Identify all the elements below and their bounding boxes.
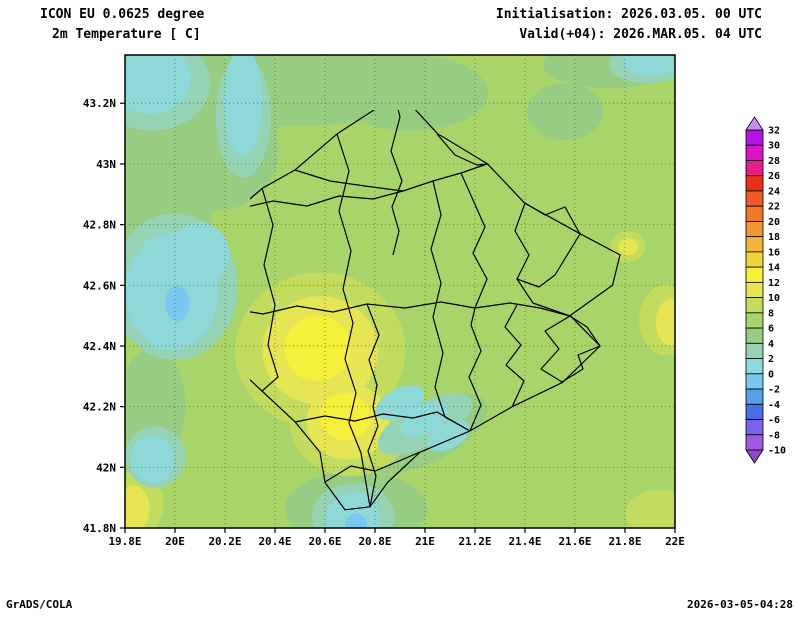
x-axis-label: 21.4E: [508, 535, 541, 548]
colorbar-label: 16: [768, 247, 780, 258]
x-axis-label: 22E: [665, 535, 685, 548]
x-axis-label: 20E: [165, 535, 185, 548]
x-axis-label: 20.4E: [258, 535, 291, 548]
x-axis-label: 21.2E: [458, 535, 491, 548]
y-axis-label: 43.2N: [83, 97, 116, 110]
axes: 19.8E 20E 20.2E 20.4E 20.6E 20.8E 21E 21.2E 21.4…: [83, 97, 685, 548]
municipality-borders: [250, 110, 621, 511]
colorbar-label: -4: [768, 400, 780, 411]
colorbar-label: 12: [768, 278, 780, 289]
model-title: ICON EU 0.0625 degree: [40, 7, 205, 22]
temperature-field: [125, 55, 675, 528]
colorbar-label: 6: [768, 324, 774, 335]
colorbar-label: 28: [768, 156, 780, 167]
colorbar-label: 26: [768, 171, 780, 182]
x-axis-label: 19.8E: [108, 535, 141, 548]
colorbar-label: 0: [768, 369, 774, 380]
colorbar-label: 2: [768, 354, 774, 365]
y-axis-label: 42.6N: [83, 279, 116, 292]
grads-credit: GrADS/COLA: [6, 598, 73, 611]
colorbar-label: 22: [768, 202, 780, 213]
colorbar-label: 32: [768, 126, 780, 137]
colorbar-label: 4: [768, 339, 774, 350]
x-axis-label: 21.6E: [558, 535, 591, 548]
colorbar-label: 20: [768, 217, 780, 228]
y-axis-label: 42.4N: [83, 340, 116, 353]
x-axis-label: 21E: [415, 535, 435, 548]
y-axis-label: 42N: [96, 461, 116, 474]
y-axis-label: 42.8N: [83, 219, 116, 232]
colorbar-label: 30: [768, 141, 780, 152]
colorbar-label: 18: [768, 232, 780, 243]
y-axis-label: 42.2N: [83, 401, 116, 414]
colorbar-label: 14: [768, 263, 780, 274]
init-time-label: Initialisation: 2026.03.05. 00 UTC: [495, 7, 762, 22]
colorbar-label: -10: [768, 446, 786, 457]
field-title: 2m Temperature [ C]: [52, 27, 201, 42]
valid-time-label: Valid(+04): 2026.MAR.05. 04 UTC: [519, 27, 762, 42]
colorbar-label: -6: [768, 415, 780, 426]
y-axis-label: 43N: [96, 158, 116, 171]
map-frame: [124, 54, 676, 529]
x-axis-label: 20.2E: [208, 535, 241, 548]
render-timestamp: 2026-03-05-04:28: [687, 598, 793, 611]
colorbar-label: -2: [768, 385, 780, 396]
y-axis-label: 41.8N: [83, 522, 116, 535]
colorbar-label: 8: [768, 308, 774, 319]
x-axis-label: 20.8E: [358, 535, 391, 548]
colorbar-label: -8: [768, 430, 780, 441]
x-axis-label: 20.6E: [308, 535, 341, 548]
colorbar-label: 10: [768, 293, 780, 304]
colorbar-label: 24: [768, 186, 780, 197]
x-axis-label: 21.8E: [608, 535, 641, 548]
